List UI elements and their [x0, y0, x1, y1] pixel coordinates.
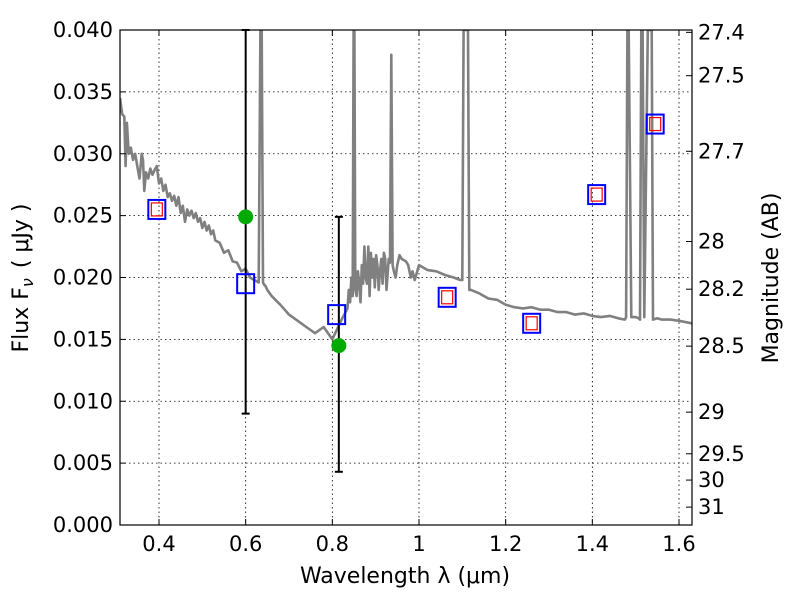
x-axis-label: Wavelength λ (μm)	[300, 564, 510, 589]
y-axis-label-units: ( μJy )	[9, 204, 34, 269]
y-tick-label: 0.000	[53, 513, 113, 537]
model-photometry-point	[587, 184, 607, 206]
x-tick-label: 0.6	[229, 532, 262, 556]
x-tick-label: 0.4	[142, 532, 175, 556]
mag-tick-label: 27.5	[698, 64, 745, 88]
model-photometry-point	[327, 304, 347, 326]
observed-photometry-point	[150, 202, 163, 217]
observed-photometry-point	[590, 187, 603, 202]
observed-photometry-point	[441, 290, 454, 305]
model-photometry-point	[236, 273, 256, 295]
x-tick-label: 1.2	[489, 532, 522, 556]
x-tick-label: 1	[412, 532, 425, 556]
mag-tick-label: 29	[698, 400, 725, 424]
observed-photometry-point	[649, 116, 662, 132]
y-tick-label: 0.025	[53, 204, 113, 228]
detection-point	[238, 209, 254, 225]
detection-point	[331, 338, 347, 354]
grid	[120, 29, 692, 526]
model-photometry-point	[147, 198, 167, 220]
markers-layer	[147, 29, 665, 473]
y-tick-label: 0.035	[53, 80, 113, 104]
model-photometry-point	[522, 312, 542, 334]
mag-tick-label: 31	[698, 495, 725, 519]
mag-tick-label: 28	[698, 230, 725, 254]
mag-tick-label: 28.5	[698, 334, 745, 358]
svg-text:Flux Fν( μJy ): Flux Fν ( μJy )	[9, 204, 37, 353]
mag-tick-label: 30	[698, 468, 725, 492]
y-axis-label-right: Magnitude (AB)	[759, 193, 784, 364]
observed-photometry-point	[525, 316, 538, 331]
x-tick-label: 0.8	[316, 532, 349, 556]
mag-tick-label: 27.4	[698, 20, 745, 44]
y-tick-label: 0.030	[53, 142, 113, 166]
y-tick-label: 0.015	[53, 327, 113, 351]
mag-tick-label: 27.7	[698, 139, 745, 163]
y-axis-label-left: Flux Fν ( μJy )	[9, 204, 37, 353]
ticks-layer: 0.4 0.6 0.8 1 1.2 1.4 1.6 0.000 0.005 0.010 0.015 0…	[53, 18, 745, 556]
y-axis-label-sub: ν	[18, 278, 37, 287]
model-photometry-point	[437, 286, 457, 308]
y-tick-label: 0.040	[53, 18, 113, 42]
y-axis-label-main: Flux F	[9, 287, 34, 352]
y-tick-label: 0.005	[53, 451, 113, 475]
spectrum-line	[120, 30, 692, 341]
x-tick-label: 1.6	[662, 532, 695, 556]
mag-tick-label: 29.5	[698, 442, 745, 466]
x-tick-label: 1.4	[576, 532, 609, 556]
mag-tick-label: 28.2	[698, 277, 745, 301]
y-tick-label: 0.020	[53, 266, 113, 290]
spectrum-layer	[120, 30, 692, 341]
y-tick-label: 0.010	[53, 389, 113, 413]
model-photometry-point	[645, 113, 665, 135]
